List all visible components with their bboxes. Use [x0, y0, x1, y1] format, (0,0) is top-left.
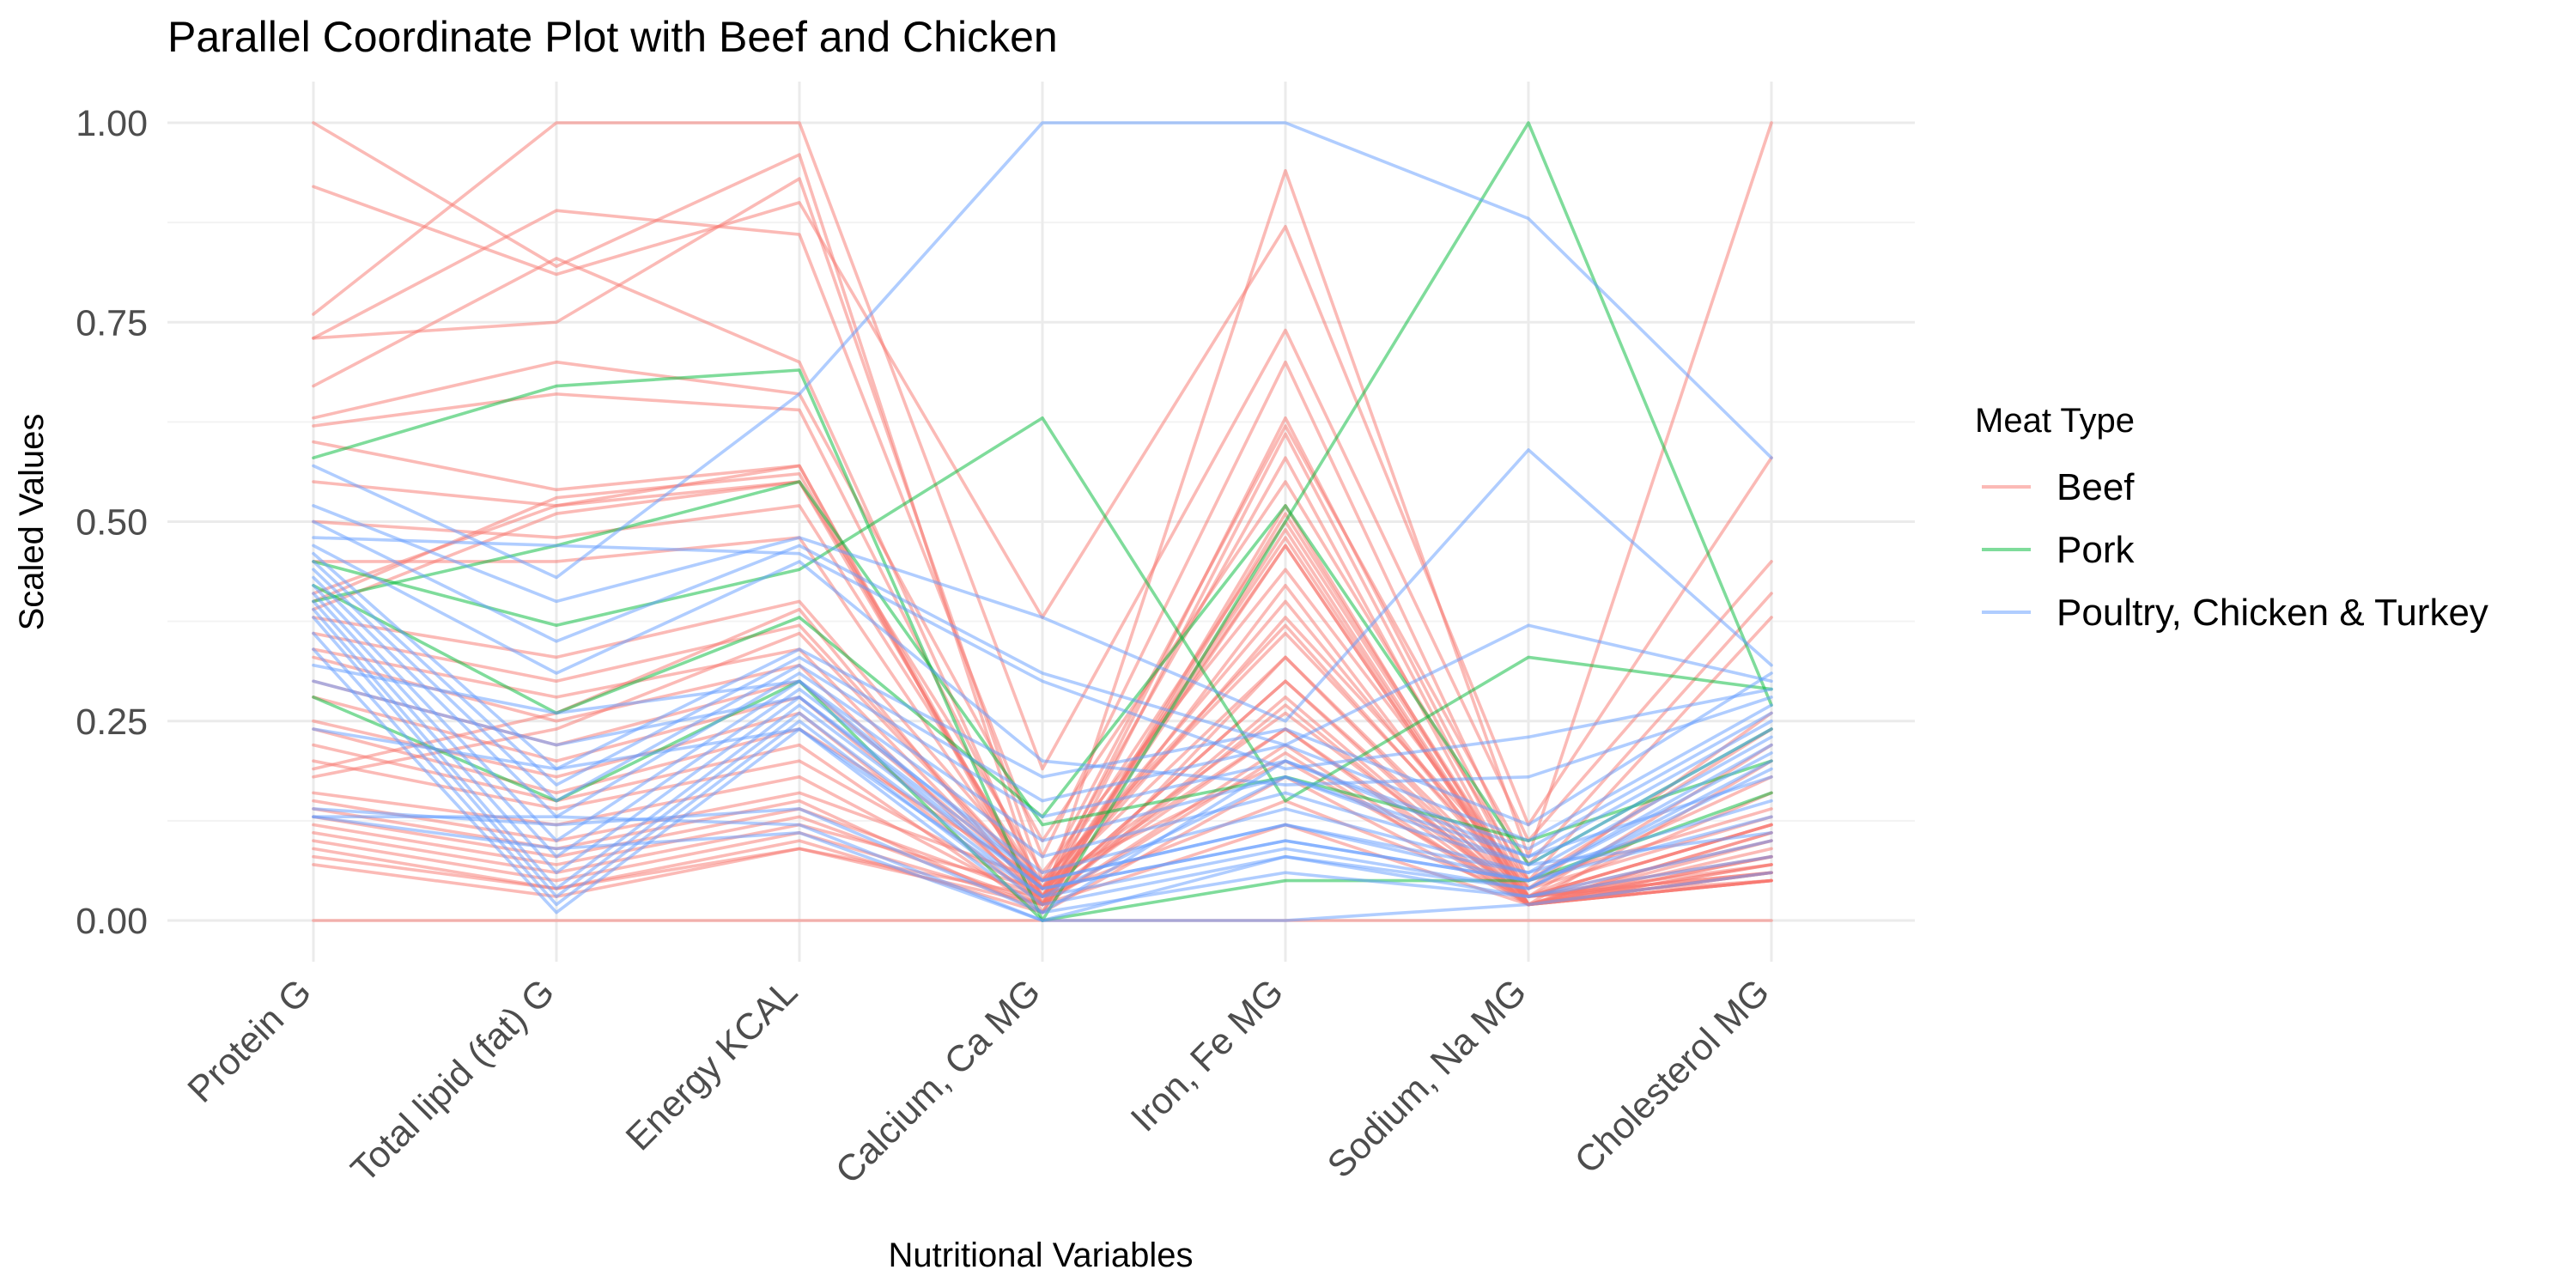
- legend-label: Pork: [2057, 529, 2135, 571]
- y-tick-label: 0.00: [76, 901, 148, 942]
- x-tick-label: Sodium, Na MG: [1320, 971, 1534, 1186]
- y-axis-ticks: 0.00 0.25 0.50 0.75 1.00: [76, 103, 148, 942]
- series-line: [312, 679, 1773, 890]
- series-line: [312, 568, 1773, 851]
- legend-title: Meat Type: [1975, 402, 2135, 440]
- legend-label: Poultry, Chicken & Turkey: [2057, 592, 2488, 634]
- series-line: [312, 121, 1773, 580]
- y-tick-label: 0.50: [76, 502, 148, 544]
- chart-title: Parallel Coordinate Plot with Beef and C…: [167, 13, 1058, 61]
- y-tick-label: 1.00: [76, 103, 148, 144]
- series-line: [312, 536, 1773, 771]
- legend-items: Beef Pork Poultry, Chicken & Turkey: [1982, 466, 2488, 634]
- x-tick-label: Protein G: [180, 971, 319, 1110]
- x-tick-label: Calcium, Ca MG: [828, 971, 1048, 1192]
- x-tick-label: Energy KCAL: [618, 971, 805, 1158]
- series-lines: [312, 121, 1773, 922]
- x-axis-ticks: Protein G Total lipid (fat) G Energy KCAL C…: [180, 971, 1777, 1192]
- series-line: [312, 631, 1773, 907]
- x-axis-title: Nutritional Variables: [889, 1236, 1194, 1274]
- y-tick-label: 0.25: [76, 702, 148, 743]
- x-tick-label: Iron, Fe MG: [1123, 971, 1291, 1139]
- y-tick-label: 0.75: [76, 302, 148, 343]
- series-line: [312, 560, 1773, 842]
- series-line: [312, 544, 1773, 787]
- series-line: [312, 815, 1773, 922]
- x-tick-label: Total lipid (fat) G: [343, 971, 562, 1190]
- legend: Meat Type Beef Pork Poultry, Chicken & Tur…: [1975, 402, 2488, 634]
- y-axis-title: Scaled Values: [13, 414, 51, 631]
- series-line: [312, 448, 1773, 723]
- series-line: [312, 663, 1773, 883]
- series-group: [312, 121, 1773, 922]
- series-line: [312, 519, 1773, 747]
- series-line: [312, 416, 1773, 803]
- x-tick-label: Cholesterol MG: [1567, 971, 1777, 1182]
- series-line: [312, 727, 1773, 898]
- legend-label: Beef: [2057, 466, 2135, 508]
